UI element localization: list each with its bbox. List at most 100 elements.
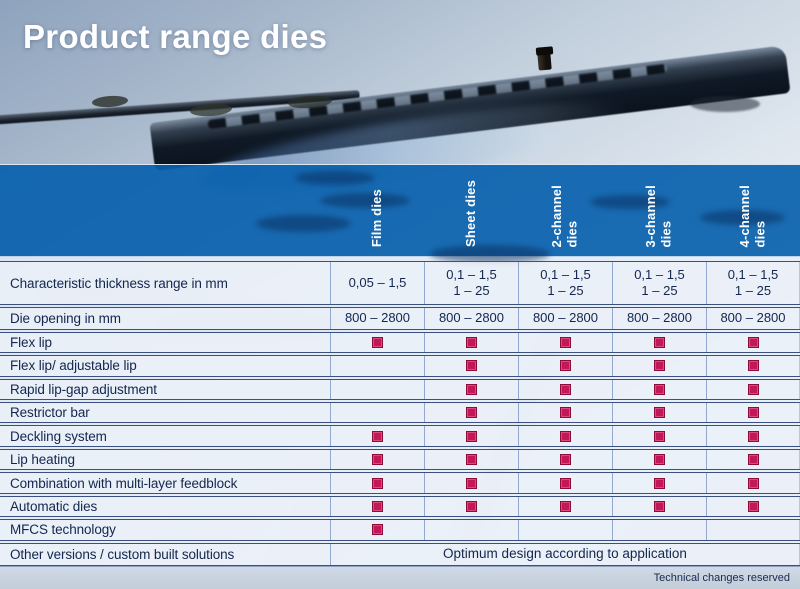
feature-mark <box>654 430 665 442</box>
row-label: Combination with multi-layer feedblock <box>10 475 238 491</box>
cell-value: 800 – 2800 <box>532 310 599 326</box>
table-cell <box>518 496 612 517</box>
table-cell <box>706 356 800 376</box>
table-cell <box>518 449 612 470</box>
cell-value: 1 – 25 <box>547 283 584 298</box>
feature-mark <box>747 454 759 466</box>
table-row: Lip heating <box>0 448 800 471</box>
feature-mark <box>372 454 383 466</box>
feature-mark <box>654 383 665 395</box>
column-header-3-channel-dies: 3-channel dies <box>612 165 706 256</box>
row-label: Deckling system <box>10 428 107 444</box>
feature-mark <box>372 524 383 536</box>
table-cell <box>330 426 424 446</box>
column-header-label: 3-channel dies <box>643 184 674 247</box>
table-cell <box>612 520 706 540</box>
feature-mark <box>654 477 665 489</box>
table-cell <box>706 449 800 470</box>
feature-mark <box>466 336 477 348</box>
table-cell <box>330 403 424 423</box>
feature-mark <box>654 454 665 466</box>
feature-mark <box>747 430 759 442</box>
table-row: MFCS technology <box>0 519 800 541</box>
column-header-label: Sheet dies <box>463 179 479 247</box>
table-cell <box>612 356 706 376</box>
row-label: Other versions / custom built solutions <box>10 546 235 562</box>
table-cell: 0,1 – 1,5 1 – 25 <box>706 262 800 304</box>
column-header-2-channel-dies: 2-channel dies <box>518 165 612 256</box>
table-row: Restrictor bar <box>0 402 800 424</box>
table-cell: 800 – 2800 <box>424 308 518 329</box>
table-cell <box>424 356 518 376</box>
column-header-label: 2-channel dies <box>549 184 580 247</box>
die-hole-shadow <box>700 210 785 225</box>
feature-mark <box>747 477 759 489</box>
feature-mark <box>560 430 571 442</box>
feature-mark <box>466 477 477 489</box>
feature-mark <box>372 500 383 512</box>
table-cell <box>518 473 612 493</box>
feature-mark <box>560 407 571 419</box>
page-title: Product range dies <box>23 18 328 55</box>
column-header-band: Film dies Sheet dies 2-channel dies 3-ch… <box>0 164 800 263</box>
table-cell <box>330 496 424 517</box>
table-cell <box>706 403 800 423</box>
table-cell <box>330 473 424 493</box>
row-label: Automatic dies <box>10 498 98 514</box>
feature-mark <box>560 383 571 395</box>
column-header-4-channel-dies: 4-channel dies <box>706 165 800 256</box>
table-cell <box>424 426 518 446</box>
table-cell <box>706 473 800 493</box>
cell-value: 1 – 25 <box>453 283 490 298</box>
cell-value: 800 – 2800 <box>438 310 505 326</box>
table-cell <box>612 473 706 493</box>
feature-mark <box>654 407 665 419</box>
table-cell <box>706 496 800 517</box>
table-row: Rapid lip-gap adjustment <box>0 378 800 400</box>
table-cell <box>518 403 612 423</box>
die-hole-shadow <box>320 193 410 208</box>
band-spacer <box>0 165 330 256</box>
feature-mark <box>747 336 759 348</box>
table-cell <box>424 449 518 470</box>
column-header-film-dies: Film dies <box>330 165 424 256</box>
table-row: Combination with multi-layer feedblock <box>0 472 800 494</box>
row-label: Flex lip/ adjustable lip <box>10 358 137 374</box>
table-cell <box>706 426 800 446</box>
feature-mark <box>654 336 665 348</box>
bolt-cap <box>535 46 554 56</box>
cell-value: 800 – 2800 <box>720 310 786 326</box>
plate-hole <box>690 96 760 112</box>
feature-mark <box>466 407 477 419</box>
table-cell: 800 – 2800 <box>518 308 612 329</box>
row-label: Rapid lip-gap adjustment <box>10 381 157 397</box>
feature-mark <box>560 454 571 466</box>
table-cell <box>706 332 800 353</box>
table-row: Automatic dies <box>0 495 800 518</box>
table-cell <box>612 449 706 470</box>
table-cell <box>424 520 518 540</box>
column-header-label: Film dies <box>369 188 385 247</box>
die-hole-shadow <box>430 245 550 263</box>
table-cell <box>518 379 612 399</box>
cell-value: 0,05 – 1,5 <box>348 274 407 290</box>
row-label: Restrictor bar <box>10 405 90 421</box>
table-cell <box>612 379 706 399</box>
column-header-sheet-dies: Sheet dies <box>424 165 518 256</box>
feature-mark <box>372 430 383 442</box>
feature-mark <box>466 360 477 372</box>
table-cell <box>612 403 706 423</box>
table-cell <box>330 379 424 399</box>
row-label: Flex lip <box>10 334 52 350</box>
footer: Technical changes reserved <box>0 566 800 589</box>
table-row: Die opening in mm 800 – 2800 800 – 2800 800… <box>0 307 800 330</box>
cell-value: 1 – 25 <box>641 283 678 298</box>
table-cell <box>612 332 706 353</box>
footer-note: Technical changes reserved <box>653 572 790 584</box>
feature-mark <box>372 477 383 489</box>
feature-mark <box>747 407 759 419</box>
feature-mark <box>466 500 477 512</box>
feature-mark <box>654 360 665 372</box>
table-cell: 800 – 2800 <box>612 308 706 329</box>
